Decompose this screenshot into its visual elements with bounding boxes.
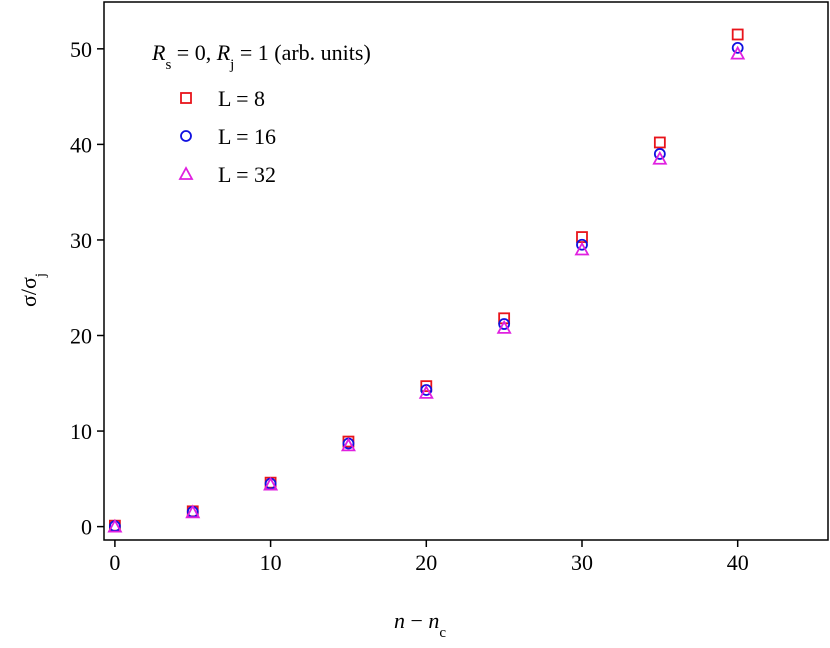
y-tick-label: 20 [70, 324, 92, 349]
marker-circle [576, 238, 588, 251]
marker-triangle [185, 504, 201, 519]
marker-circle [498, 318, 511, 330]
legend-marker [180, 130, 192, 142]
marker-square [420, 380, 433, 393]
legend-label: L = 32 [218, 162, 276, 187]
marker-triangle [263, 476, 279, 491]
annotation-part: s [165, 57, 171, 73]
annotation-part: R [151, 40, 166, 65]
marker-square [731, 28, 744, 41]
y-axis-label-part: σ/σ [16, 277, 41, 307]
marker-triangle [107, 518, 123, 533]
marker-triangle [574, 241, 590, 256]
y-axis-label-part: j [33, 273, 49, 278]
annotation-part: j [229, 57, 234, 73]
y-tick-label: 10 [70, 419, 92, 444]
y-tick-label: 0 [81, 515, 92, 540]
x-axis-label-part: n [394, 608, 405, 633]
marker-circle [653, 148, 666, 160]
marker-triangle [652, 150, 668, 165]
y-tick-label: 50 [70, 37, 92, 62]
annotation-part: = 0, [171, 40, 216, 65]
legend-label: L = 16 [218, 124, 276, 149]
x-tick-label: 40 [727, 550, 749, 575]
y-tick-label: 40 [70, 132, 92, 157]
legend-label: L = 8 [218, 86, 265, 111]
annotation: Rs = 0, Rj = 1 (arb. units) [151, 40, 371, 73]
marker-triangle [340, 437, 356, 452]
marker-triangle [730, 45, 746, 60]
x-axis-label-part: − [405, 608, 428, 633]
legend-marker [180, 92, 192, 104]
y-tick-label: 30 [70, 228, 92, 253]
annotation-part: = 1 (arb. units) [234, 40, 370, 65]
marker-triangle [418, 384, 434, 399]
x-axis-label-part: n [428, 608, 439, 633]
x-tick-label: 0 [109, 550, 120, 575]
marker-triangle [496, 319, 512, 334]
marker-circle [731, 41, 744, 54]
x-axis-label-part: c [439, 625, 446, 641]
annotation-part: R [216, 40, 231, 65]
x-tick-label: 30 [571, 550, 593, 575]
plot-frame [103, 1, 829, 541]
legend-marker [178, 166, 194, 180]
y-axis-label: σ/σj [16, 273, 49, 307]
marker-square [653, 136, 666, 149]
x-axis-label: n − nc [394, 608, 446, 641]
x-tick-label: 20 [415, 550, 437, 575]
x-tick-label: 10 [260, 550, 282, 575]
